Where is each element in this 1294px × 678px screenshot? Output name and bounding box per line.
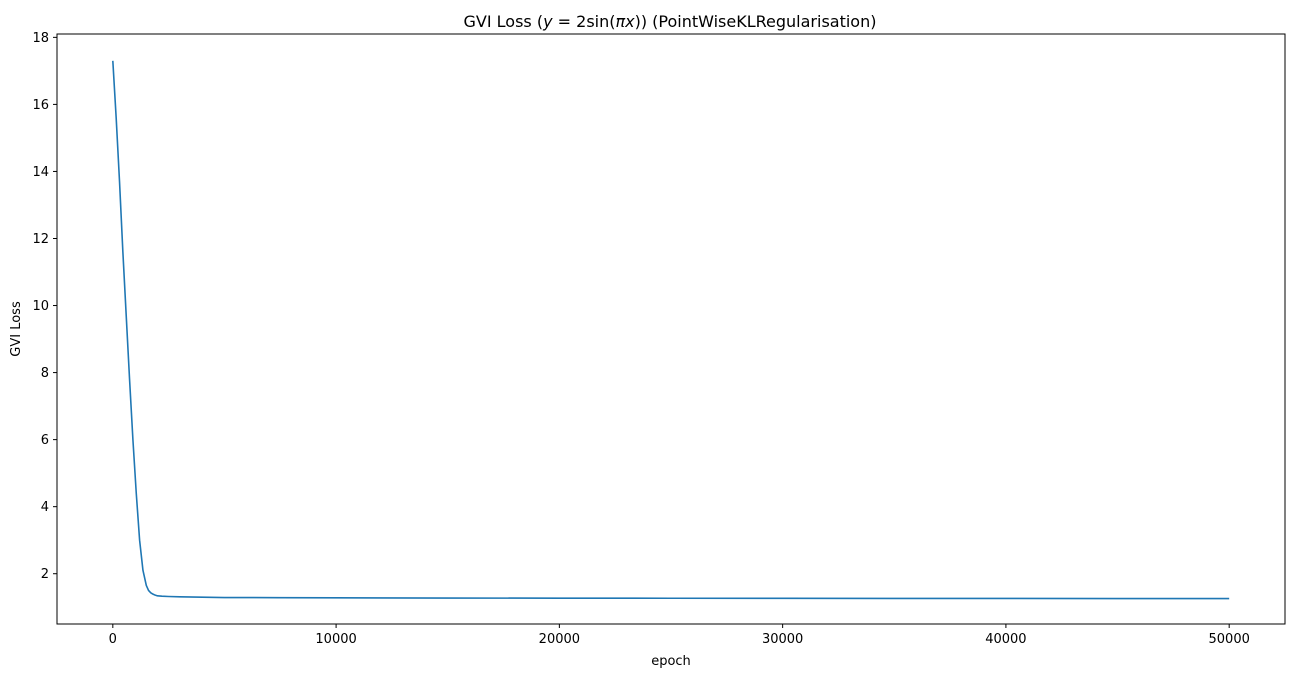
y-tick-label: 2 — [41, 567, 49, 582]
y-axis-label: GVI Loss — [9, 301, 24, 357]
title-y-variable: y — [542, 12, 553, 31]
x-tick-label: 20000 — [539, 632, 580, 647]
x-axis-ticks: 0 10000 20000 30000 40000 50000 — [109, 624, 1250, 647]
y-tick-label: 6 — [41, 433, 49, 448]
x-axis-label: epoch — [651, 654, 691, 669]
x-tick-label: 30000 — [762, 632, 803, 647]
y-axis-ticks: 2 4 6 8 10 12 14 16 18 — [32, 31, 57, 582]
title-suffix: )) (PointWiseKLRegularisation) — [635, 12, 877, 31]
series-line-0 — [112, 60, 1230, 600]
axes-frame — [56, 33, 1286, 625]
x-tick-label: 10000 — [315, 632, 356, 647]
y-tick-label: 4 — [41, 500, 49, 515]
y-tick-label: 18 — [32, 31, 49, 46]
title-x-variable: x — [624, 12, 635, 31]
y-tick-label: 14 — [32, 165, 49, 180]
y-tick-label: 10 — [32, 299, 49, 314]
x-tick-label: 40000 — [985, 632, 1026, 647]
x-tick-label: 50000 — [1209, 632, 1250, 647]
y-tick-label: 8 — [41, 366, 49, 381]
series-layer — [112, 60, 1230, 600]
x-tick-label: 0 — [109, 632, 117, 647]
chart-title: GVI Loss (y = 2sin(πx)) (PointWiseKLRegu… — [464, 12, 877, 31]
title-equation: = 2sin( — [553, 12, 616, 31]
y-tick-label: 16 — [32, 98, 49, 113]
title-prefix: GVI Loss ( — [464, 12, 544, 31]
y-tick-label: 12 — [32, 232, 49, 247]
title-pi: π — [615, 12, 625, 31]
plot-area — [56, 33, 1286, 625]
